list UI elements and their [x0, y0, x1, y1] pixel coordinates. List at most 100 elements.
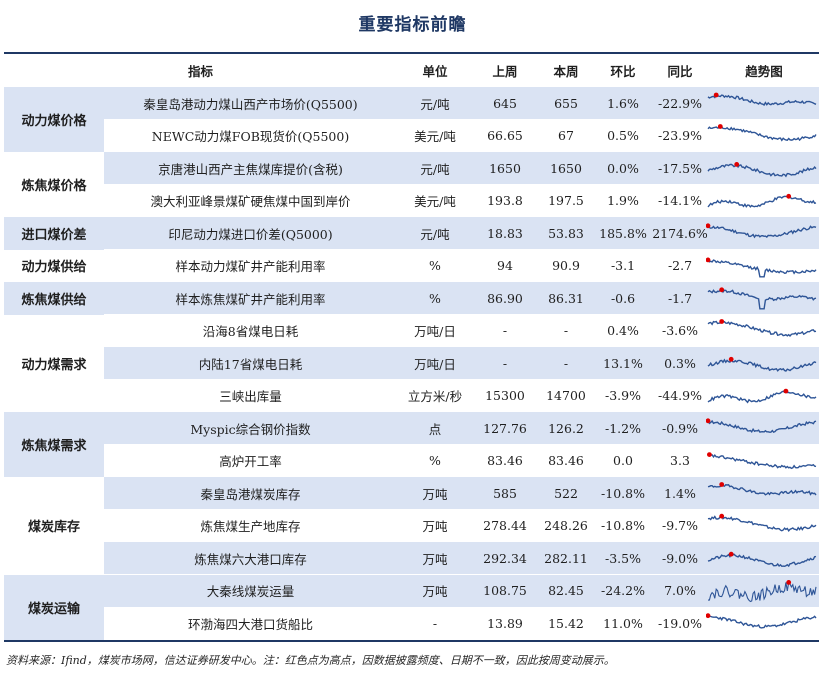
cell-this-week: 655 [554, 95, 578, 111]
sparkline-path [707, 357, 817, 372]
cell-indicator: 沿海8省煤电日耗 [202, 324, 299, 340]
cell-this-week: 15.42 [548, 615, 584, 631]
cell-wow: -1.2% [605, 420, 641, 436]
category-label: 进口煤价差 [4, 217, 104, 250]
indicator-table: 指标 单位 上周 本周 环比 同比 趋势图 动力煤价格 炼焦煤价格 进口煤价差 动力煤… [4, 52, 819, 642]
table-row: 环渤海四大港口货船比 - 13.89 15.42 11.0% -19.0% [104, 607, 819, 640]
cell-this-week: 197.5 [548, 193, 584, 209]
cell-indicator: 炼焦煤生产地库存 [200, 519, 301, 535]
cell-last-week: 292.34 [483, 550, 527, 566]
sparkline-path [707, 514, 817, 532]
cell-unit: 元/吨 [420, 226, 450, 242]
cell-wow: 185.8% [599, 225, 647, 241]
cell-yoy: -1.7 [667, 290, 693, 306]
cell-yoy: 0.3% [664, 355, 696, 371]
row-separator [104, 249, 819, 250]
trend-sparkline [707, 388, 817, 403]
trend-sparkline [706, 257, 817, 277]
cell-indicator: 三峡出库量 [219, 389, 282, 405]
sparkline-peak-dot [706, 257, 711, 262]
cell-wow: -3.9% [605, 388, 641, 404]
cell-this-week: 82.45 [548, 583, 584, 599]
sparkline-path [707, 553, 817, 568]
cell-indicator: 炼焦煤六大港口库存 [194, 551, 307, 567]
cell-yoy: 2174.6% [652, 225, 708, 241]
table-row: 沿海8省煤电日耗 万吨/日 - - 0.4% -3.6% [104, 315, 819, 348]
row-separator [104, 314, 819, 315]
sparkline-peak-dot [706, 223, 711, 229]
trend-sparkline [707, 318, 817, 337]
cell-indicator: 环渤海四大港口货船比 [187, 616, 313, 632]
table-row: 样本动力煤矿井产能利用率% 94 90.9 -3.1 -2.7 [104, 250, 819, 283]
sparkline-path [707, 94, 817, 106]
cell-unit: 立方米/秒 [407, 389, 463, 405]
cell-this-week: 126.2 [548, 420, 584, 436]
trend-sparkline [707, 123, 817, 142]
row-separator [104, 606, 819, 608]
cell-yoy: -9.7% [662, 518, 698, 534]
table-row: 澳大利亚峰景煤矿硬焦煤中国到岸价 美元/吨 193.8 197.5 1.9% -14.1% [104, 185, 819, 218]
header-yoy: 同比 [667, 64, 693, 79]
cell-yoy: -14.1% [658, 193, 702, 209]
category-label: 炼焦煤供给 [4, 282, 104, 315]
cell-unit: 美元/吨 [414, 194, 456, 210]
cell-unit: 元/吨 [420, 161, 450, 177]
sparkline-peak-dot [719, 287, 725, 293]
cell-yoy: -3.6% [662, 323, 698, 339]
cell-last-week: - [502, 355, 508, 371]
cell-this-week: 248.26 [544, 518, 588, 534]
cell-wow: 0.0 [613, 453, 633, 469]
cell-indicator: Myspic综合钢价指数 [190, 421, 311, 437]
row-separator [104, 184, 819, 185]
cell-unit: 美元/吨 [414, 129, 456, 145]
cell-last-week: - [502, 323, 508, 339]
category-label: 煤炭运输 [4, 574, 104, 640]
cell-unit: 万吨 [422, 519, 448, 535]
trend-sparkline [707, 482, 817, 496]
table-row: 炼焦煤生产地库存 万吨 278.44 248.26 -10.8% -9.7% [104, 510, 819, 543]
trend-sparkline [707, 513, 817, 532]
cell-unit: - [432, 615, 438, 631]
cell-wow: -24.2% [601, 583, 645, 599]
cell-yoy: 3.3 [670, 453, 690, 469]
cell-last-week: 94 [497, 258, 513, 274]
trend-sparkline [706, 418, 817, 434]
cell-wow: 11.0% [603, 615, 643, 631]
sparkline-peak-dot [706, 418, 711, 424]
category-label: 炼焦煤价格 [21, 179, 87, 194]
cell-unit: 点 [428, 421, 442, 437]
header-indicator: 指标 [187, 64, 213, 79]
cell-indicator: 高炉开工率 [219, 454, 282, 470]
cell-this-week: 14700 [546, 388, 586, 404]
header-wow: 环比 [610, 64, 636, 79]
cell-last-week: 127.76 [483, 420, 527, 436]
cell-last-week: 86.90 [487, 290, 523, 306]
cell-unit: % [429, 453, 441, 469]
cell-this-week: - [563, 323, 569, 339]
sparkline-peak-dot [719, 482, 725, 487]
sparkline-path [707, 615, 817, 629]
cell-wow: -3.1 [610, 258, 636, 274]
table-row: 印尼动力煤进口价差(Q5000) 元/吨 18.83 53.83 185.8% 2174.… [104, 217, 819, 250]
sparkline-peak-dot [786, 193, 792, 199]
cell-last-week: 83.46 [487, 453, 523, 469]
row-separator [104, 639, 819, 640]
cell-last-week: 278.44 [483, 518, 527, 534]
cell-wow: -3.5% [605, 550, 641, 566]
table-row: Myspic综合钢价指数 点 127.76 126.2 -1.2% -0.9% [104, 412, 819, 445]
cell-yoy: -44.9% [658, 388, 702, 404]
row-separator [104, 379, 819, 380]
trend-sparkline [708, 579, 817, 602]
table-row: 三峡出库量 立方米/秒 15300 14700 -3.9% -44.9% [104, 380, 819, 413]
sparkline-path [708, 580, 817, 602]
cell-yoy: 7.0% [664, 583, 696, 599]
trend-sparkline [707, 451, 817, 469]
sparkline-path [707, 289, 817, 310]
cell-indicator: 印尼动力煤进口价差(Q5000) [168, 226, 333, 242]
cell-wow: 0.4% [607, 323, 639, 339]
table-row: 炼焦煤六大港口库存 万吨 292.34 282.11 -3.5% -9.0% [104, 542, 819, 575]
table-row: 高炉开工率% 83.46 83.46 0.0 3.3 [104, 445, 819, 478]
sparkline-path [707, 320, 817, 337]
row-separator [104, 444, 819, 445]
header-this-week: 本周 [553, 64, 579, 79]
